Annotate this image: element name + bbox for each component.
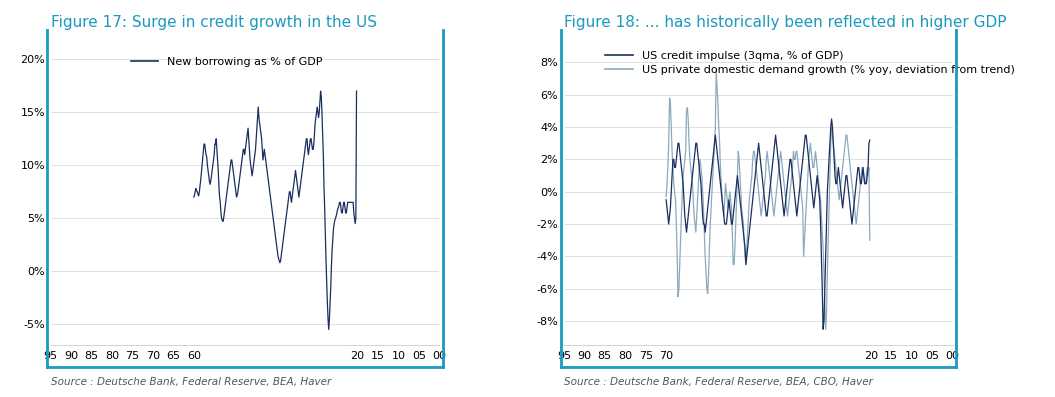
Legend: New borrowing as % of GDP: New borrowing as % of GDP xyxy=(127,53,327,72)
Text: Figure 17: Surge in credit growth in the US: Figure 17: Surge in credit growth in the… xyxy=(51,15,377,30)
Text: Source : Deutsche Bank, Federal Reserve, BEA, Haver: Source : Deutsche Bank, Federal Reserve,… xyxy=(51,377,331,387)
Legend: US credit impulse (3qma, % of GDP), US private domestic demand growth (% yoy, de: US credit impulse (3qma, % of GDP), US p… xyxy=(600,47,1019,79)
Text: Source : Deutsche Bank, Federal Reserve, BEA, CBO, Haver: Source : Deutsche Bank, Federal Reserve,… xyxy=(563,377,872,387)
Text: Figure 18: ... has historically been reflected in higher GDP: Figure 18: ... has historically been ref… xyxy=(563,15,1006,30)
